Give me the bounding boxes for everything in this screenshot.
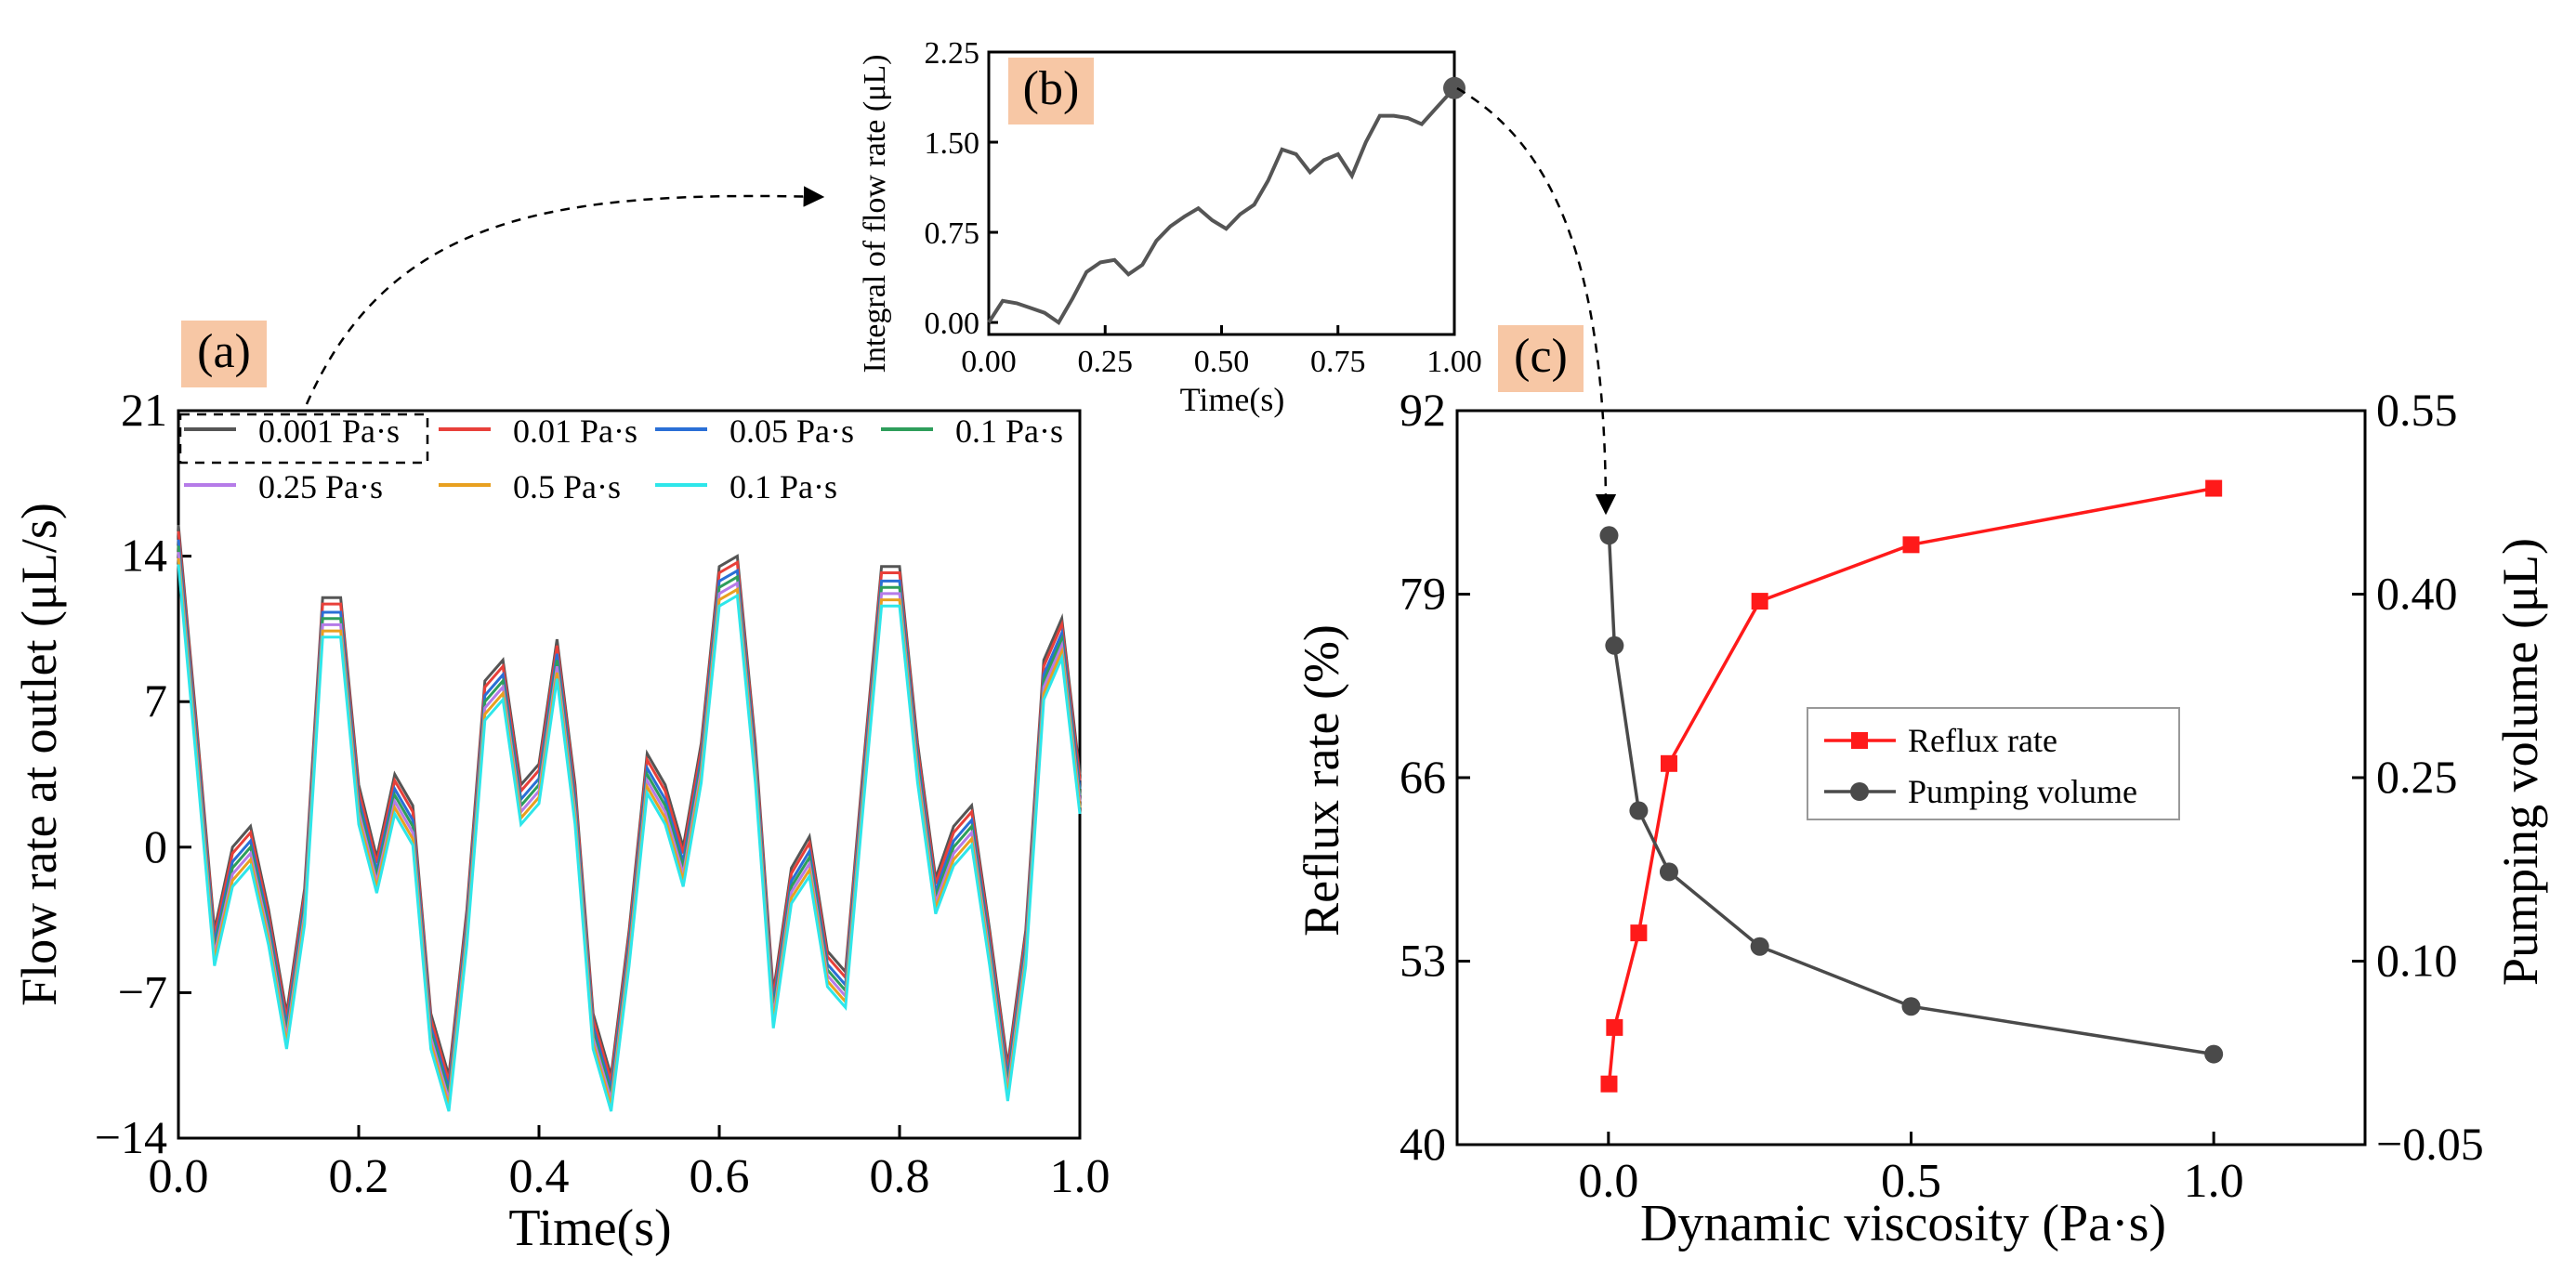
panel-a-legend-highlight-box <box>178 413 429 465</box>
panel-c-pumping-point <box>2204 1044 2224 1064</box>
panel-a-series-line <box>177 545 1082 1095</box>
panel-a-label-background <box>181 321 267 387</box>
panel-a-series-line <box>177 539 1082 1090</box>
panel-b-integral-line <box>987 86 1456 325</box>
panel-b-y-tick-label: 2.25 <box>925 36 980 71</box>
panel-a-y-tick-label: 0 <box>144 820 167 872</box>
panel-c-reflux-point <box>2205 479 2223 497</box>
panel-c-x-tick-label: 1.0 <box>2184 1155 2244 1208</box>
panel-a-series-line <box>177 551 1082 1101</box>
panel-a-line-chart: (a) 0.0 0.2 0.4 0.6 0.8 1.0 −14 −7 0 7 14 21 0.001 P… <box>11 321 1111 1257</box>
panel-c-label: (c) <box>1514 330 1568 383</box>
panel-c-reflux-point <box>1630 924 1648 942</box>
panel-b-x-tick-label: 0.75 <box>1310 345 1366 379</box>
panel-b-y-tick-label: 1.50 <box>925 126 980 161</box>
panel-a-label: (a) <box>197 325 251 378</box>
panel-b-y-tick-label: 0.00 <box>925 307 980 341</box>
panel-a-y-tick-label: −14 <box>95 1111 167 1163</box>
panel-a-y-tick-label: 7 <box>144 675 167 727</box>
panel-b-plot-area: 0.00 0.25 0.50 0.75 1.00 0.00 0.75 1.50 2.25 <box>925 36 1482 379</box>
panel-b-line-chart: (b) 0.00 0.25 0.50 0.75 1.00 0.00 0.75 1.50 2.25… <box>858 36 1482 418</box>
panel-c-right-y-tick-label: 0.10 <box>2376 935 2458 987</box>
panel-c-right-y-tick-label: 0.25 <box>2376 751 2458 803</box>
panel-c-legend-marker <box>1850 782 1869 801</box>
panel-a-series-line <box>177 557 1082 1107</box>
panel-c-x-axis-title: Dynamic viscosity (Pa·s) <box>1640 1195 2166 1252</box>
panel-b-end-point <box>1443 76 1465 99</box>
panel-c-pumping-point <box>1599 526 1619 545</box>
connector-arrow-b-to-c <box>1456 86 1617 516</box>
panel-c-right-y-tick-label: 0.40 <box>2376 568 2458 620</box>
panel-a-x-tick-label: 0.8 <box>870 1150 930 1203</box>
panel-c-reflux-point <box>1660 754 1677 772</box>
panel-b-label: (b) <box>1023 62 1080 115</box>
panel-c-left-y-tick-label: 40 <box>1400 1118 1446 1170</box>
panel-c-reflux-point <box>1606 1018 1623 1036</box>
panel-b-x-axis-title: Time(s) <box>1180 381 1285 418</box>
panel-c-right-y-tick-label: −0.05 <box>2376 1118 2484 1170</box>
panel-c-x-tick-label: 0.0 <box>1578 1155 1638 1208</box>
panel-a-legend-label: 0.001 Pa·s <box>258 413 400 450</box>
panel-a-legend-label: 0.01 Pa·s <box>513 413 637 450</box>
panel-c-left-y-axis-title: Reflux rate (%) <box>1294 624 1349 937</box>
panel-a-y-tick-label: 21 <box>121 384 167 436</box>
panel-b-x-tick-label: 0.25 <box>1078 345 1134 379</box>
panel-a-legend-label: 0.25 Pa·s <box>258 468 383 505</box>
panel-a-legend-label: 0.1 Pa·s <box>729 468 837 505</box>
panel-a-x-tick-label: 0.0 <box>149 1150 209 1203</box>
panel-a-y-tick-label: −7 <box>118 965 167 1017</box>
panel-c-legend-label: Pumping volume <box>1908 773 2137 810</box>
panel-c-plot-area: 0.0 0.5 1.0 40 53 66 79 92 −0.05 0.10 0.25 0.40 0.55… <box>1400 384 2484 1208</box>
panel-a-x-tick-label: 1.0 <box>1050 1150 1111 1203</box>
panel-c-pumping-point <box>1659 862 1678 882</box>
panel-a-series-line <box>177 531 1082 1082</box>
panel-c-left-y-tick-label: 66 <box>1400 751 1446 803</box>
panel-a-x-tick-label: 0.6 <box>690 1150 750 1203</box>
panel-c-reflux-point <box>1600 1075 1618 1093</box>
panel-c-left-y-tick-label: 53 <box>1400 935 1446 987</box>
panel-c-left-y-tick-label: 92 <box>1400 384 1446 436</box>
panel-c-dual-axis-chart: (c) 0.0 0.5 1.0 40 53 66 79 92 −0.05 0.10 0.25 0.40… <box>1294 325 2548 1252</box>
panel-a-legend-label: 0.1 Pa·s <box>955 413 1063 450</box>
panel-c-label-background <box>1498 325 1584 392</box>
panel-b-x-tick-label: 0.50 <box>1194 345 1250 379</box>
panel-a-y-tick-label: 14 <box>121 530 167 582</box>
panel-c-left-y-tick-label: 79 <box>1400 568 1446 620</box>
panel-c-legend-marker <box>1851 732 1868 749</box>
panel-a-legend-label: 0.5 Pa·s <box>513 468 621 505</box>
panel-a-x-axis-title: Time(s) <box>508 1199 671 1257</box>
panel-c-legend-label: Reflux rate <box>1908 722 2057 759</box>
panel-a-x-tick-label: 0.4 <box>509 1150 570 1203</box>
panel-c-pumping-point <box>1629 801 1649 820</box>
panel-a-plot-area: 0.0 0.2 0.4 0.6 0.8 1.0 −14 −7 0 7 14 21 0.001 Pa·s 0… <box>95 384 1111 1203</box>
panel-a-series-line <box>177 564 1082 1112</box>
panel-c-reflux-point <box>1751 593 1768 610</box>
panel-a-x-tick-label: 0.2 <box>329 1150 389 1203</box>
connector-arrow-a-to-b <box>305 186 825 405</box>
panel-b-y-axis-title: Integral of flow rate (μL) <box>858 55 892 373</box>
panel-c-pumping-point <box>1901 997 1921 1016</box>
panel-b-x-tick-label: 0.00 <box>961 345 1017 379</box>
panel-c-pumping-point <box>1605 636 1624 655</box>
panel-b-label-background <box>1008 58 1094 124</box>
panel-b-y-tick-label: 0.75 <box>925 216 980 251</box>
panel-a-legend-label: 0.05 Pa·s <box>729 413 854 450</box>
panel-c-pumping-point <box>1750 937 1769 956</box>
panel-c-reflux-point <box>1902 536 1920 554</box>
panel-a-y-axis-title: Flow rate at outlet (μL/s) <box>11 503 67 1006</box>
panel-b-x-tick-label: 1.00 <box>1426 345 1482 379</box>
panel-c-right-y-axis-title: Pumping volume (μL) <box>2492 538 2548 986</box>
panel-c-x-tick-label: 0.5 <box>1881 1155 1941 1208</box>
panel-c-right-y-tick-label: 0.55 <box>2376 384 2458 436</box>
panel-c-legend-box <box>1807 707 2180 820</box>
